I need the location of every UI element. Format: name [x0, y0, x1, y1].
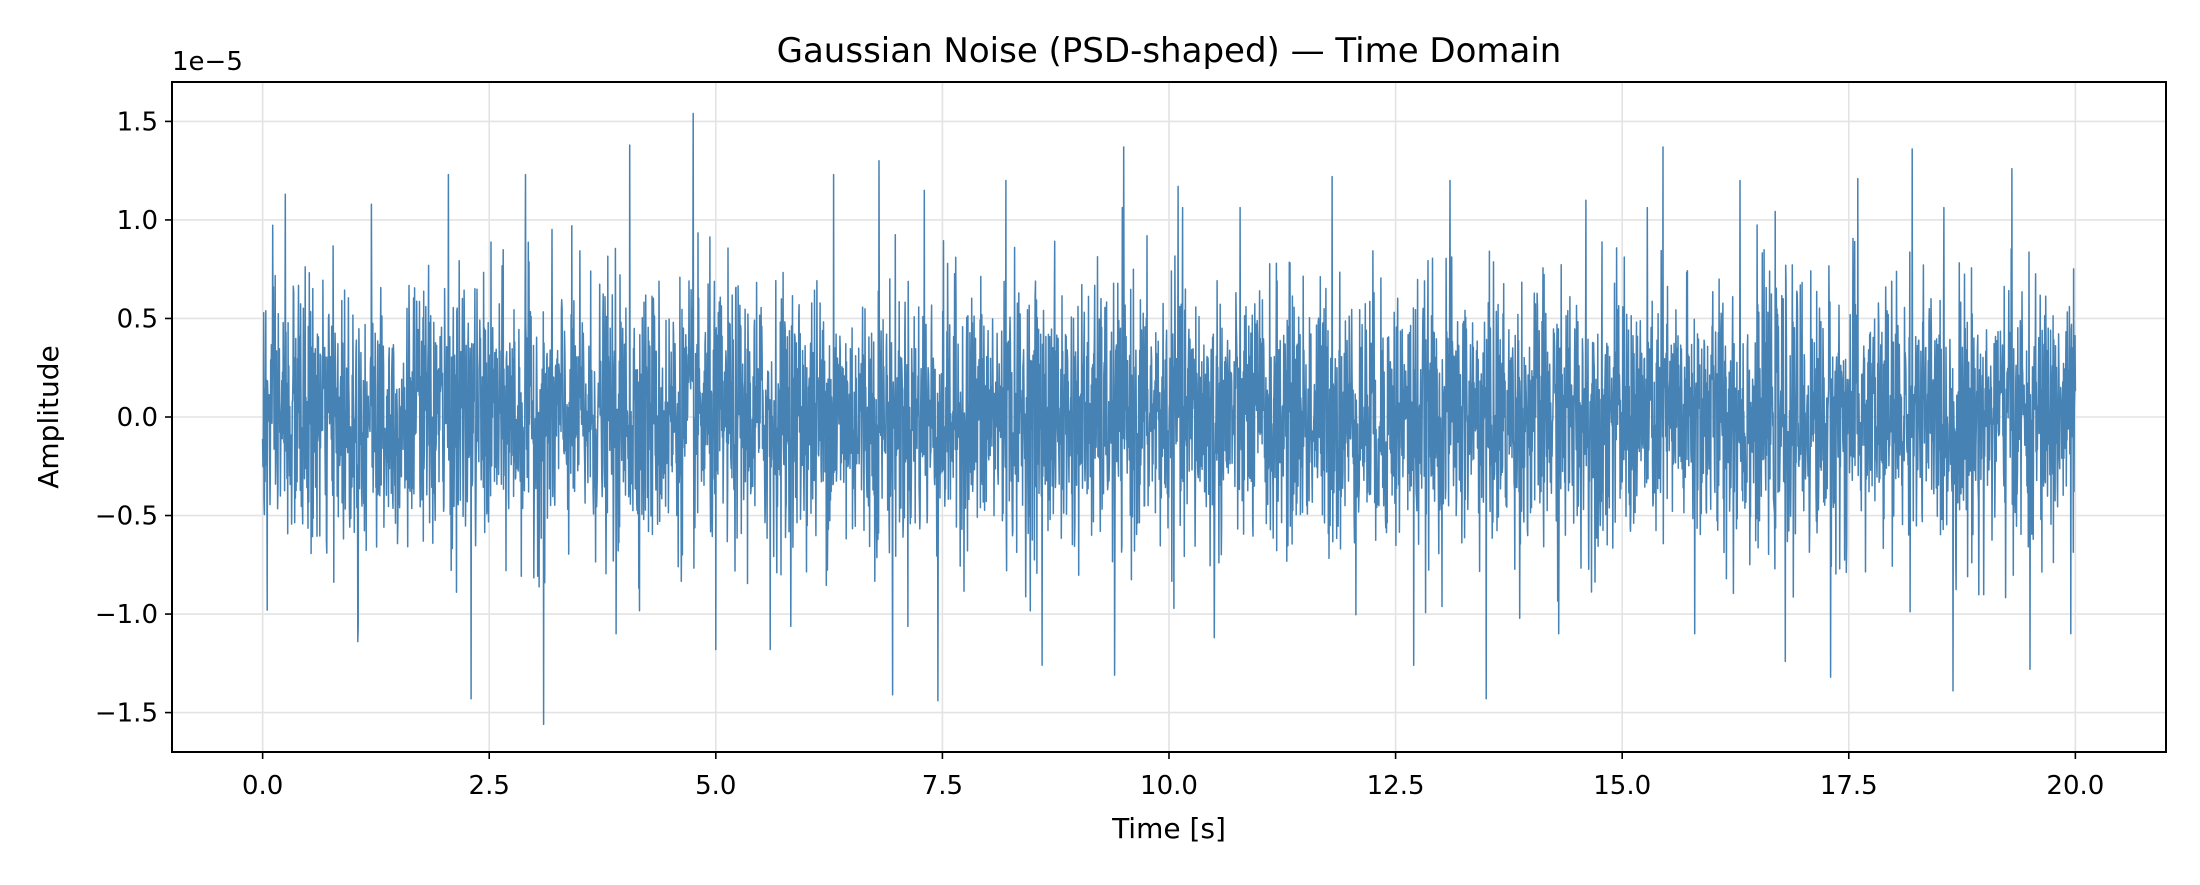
chart-title: Gaussian Noise (PSD-shaped) — Time Domai…	[777, 31, 1562, 71]
x-tick-label: 5.0	[695, 771, 736, 801]
y-tick-label: 0.0	[117, 403, 158, 433]
x-tick-label: 2.5	[469, 771, 510, 801]
x-tick-label: 7.5	[922, 771, 963, 801]
y-axis-offset-label: 1e−5	[172, 47, 243, 77]
y-tick-label: 1.5	[117, 107, 158, 137]
y-tick-label: 0.5	[117, 304, 158, 334]
noise-series-line	[261, 112, 2077, 726]
x-tick-label: 10.0	[1140, 771, 1198, 801]
y-tick-label: 1.0	[117, 206, 158, 236]
y-axis-label: Amplitude	[32, 345, 65, 489]
x-tick-label: 20.0	[2046, 771, 2104, 801]
y-tick-label: −0.5	[95, 502, 158, 532]
x-tick-label: 0.0	[242, 771, 283, 801]
y-tick-label: −1.5	[95, 699, 158, 729]
x-tick-label: 15.0	[1593, 771, 1651, 801]
y-tick-label: −1.0	[95, 600, 158, 630]
x-axis-label: Time [s]	[1111, 812, 1226, 845]
data-layer	[261, 112, 2077, 726]
x-tick-label: 12.5	[1367, 771, 1425, 801]
x-axis-ticks: 0.0 2.5 5.0 7.5 10.0 12.5 15.0 17.5 20.0	[242, 752, 2104, 801]
y-axis-ticks: 1.5 1.0 0.5 0.0 −0.5 −1.0 −1.5	[95, 107, 172, 729]
grid	[172, 82, 2166, 752]
x-tick-label: 17.5	[1820, 771, 1878, 801]
